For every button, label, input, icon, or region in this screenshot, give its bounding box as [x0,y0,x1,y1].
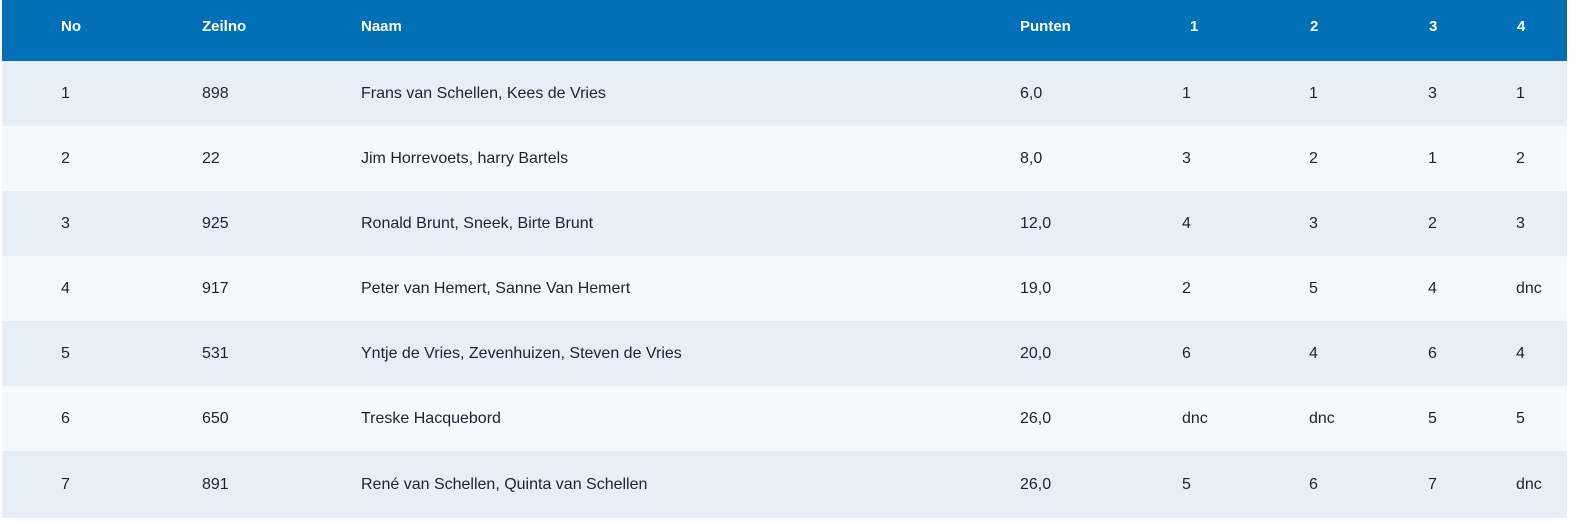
cell-zeilno: 650 [202,409,229,427]
cell-race-1: 3 [1182,149,1191,167]
table-row: 4 917 Peter van Hemert, Sanne Van Hemert… [2,256,1567,321]
table-row: 2 22 Jim Horrevoets, harry Bartels 8,0 3… [2,126,1567,191]
cell-race-1: dnc [1182,409,1208,427]
header-punten[interactable]: Punten [1020,18,1071,35]
table-header-row: No Zeilno Naam Punten 1 2 3 4 [2,0,1567,61]
cell-race-1: 4 [1182,214,1191,232]
cell-race-3: 7 [1428,475,1437,493]
header-race-4[interactable]: 4 [1517,18,1526,35]
cell-no: 2 [61,149,70,167]
cell-zeilno: 22 [202,149,220,167]
cell-zeilno: 531 [202,344,229,362]
cell-race-2: 2 [1309,149,1318,167]
cell-race-4: dnc [1516,279,1542,297]
cell-race-2: 5 [1309,279,1318,297]
cell-race-1: 2 [1182,279,1191,297]
cell-no: 3 [61,214,70,232]
cell-punten: 12,0 [1020,214,1052,232]
header-naam[interactable]: Naam [361,18,402,35]
cell-punten: 26,0 [1020,409,1052,427]
cell-no: 4 [61,279,70,297]
cell-race-2: 1 [1309,84,1318,102]
cell-race-3: 1 [1428,149,1437,167]
table-row: 1 898 Frans van Schellen, Kees de Vries … [2,61,1567,126]
header-no[interactable]: No [61,18,81,35]
cell-naam: René van Schellen, Quinta van Schellen [361,475,648,493]
cell-race-1: 5 [1182,475,1191,493]
cell-naam: Ronald Brunt, Sneek, Birte Brunt [361,214,594,232]
cell-race-1: 1 [1182,84,1191,102]
cell-zeilno: 898 [202,84,229,102]
header-race-1[interactable]: 1 [1190,18,1199,35]
cell-race-4: 5 [1516,409,1525,427]
table-row: 7 891 René van Schellen, Quinta van Sche… [2,451,1567,518]
cell-punten: 26,0 [1020,475,1052,493]
cell-race-3: 3 [1428,84,1437,102]
cell-no: 7 [61,475,70,493]
cell-race-2: dnc [1309,409,1335,427]
cell-no: 5 [61,344,70,362]
cell-race-2: 4 [1309,344,1318,362]
cell-punten: 6,0 [1020,84,1043,102]
cell-naam: Yntje de Vries, Zevenhuizen, Steven de V… [361,344,682,362]
cell-race-3: 2 [1428,214,1437,232]
table-row: 5 531 Yntje de Vries, Zevenhuizen, Steve… [2,321,1567,386]
cell-race-3: 5 [1428,409,1437,427]
cell-zeilno: 925 [202,214,229,232]
cell-no: 6 [61,409,70,427]
cell-punten: 19,0 [1020,279,1052,297]
table-row: 6 650 Treske Hacquebord 26,0 dnc dnc 5 5 [2,386,1567,451]
cell-naam: Jim Horrevoets, harry Bartels [361,149,569,167]
cell-naam: Treske Hacquebord [361,409,501,427]
header-zeilno[interactable]: Zeilno [202,18,247,35]
cell-race-4: 1 [1516,84,1525,102]
cell-race-4: 4 [1516,344,1525,362]
cell-naam: Frans van Schellen, Kees de Vries [361,84,606,102]
cell-naam: Peter van Hemert, Sanne Van Hemert [361,279,631,297]
header-race-3[interactable]: 3 [1429,18,1438,35]
cell-no: 1 [61,84,70,102]
cell-race-4: 3 [1516,214,1525,232]
cell-zeilno: 917 [202,279,229,297]
cell-punten: 8,0 [1020,149,1043,167]
cell-race-4: 2 [1516,149,1525,167]
cell-zeilno: 891 [202,475,229,493]
cell-race-2: 3 [1309,214,1318,232]
table-row: 3 925 Ronald Brunt, Sneek, Birte Brunt 1… [2,191,1567,256]
cell-race-3: 6 [1428,344,1437,362]
cell-race-1: 6 [1182,344,1191,362]
cell-race-4: dnc [1516,475,1542,493]
cell-punten: 20,0 [1020,344,1052,362]
cell-race-3: 4 [1428,279,1437,297]
header-race-2[interactable]: 2 [1310,18,1319,35]
cell-race-2: 6 [1309,475,1318,493]
